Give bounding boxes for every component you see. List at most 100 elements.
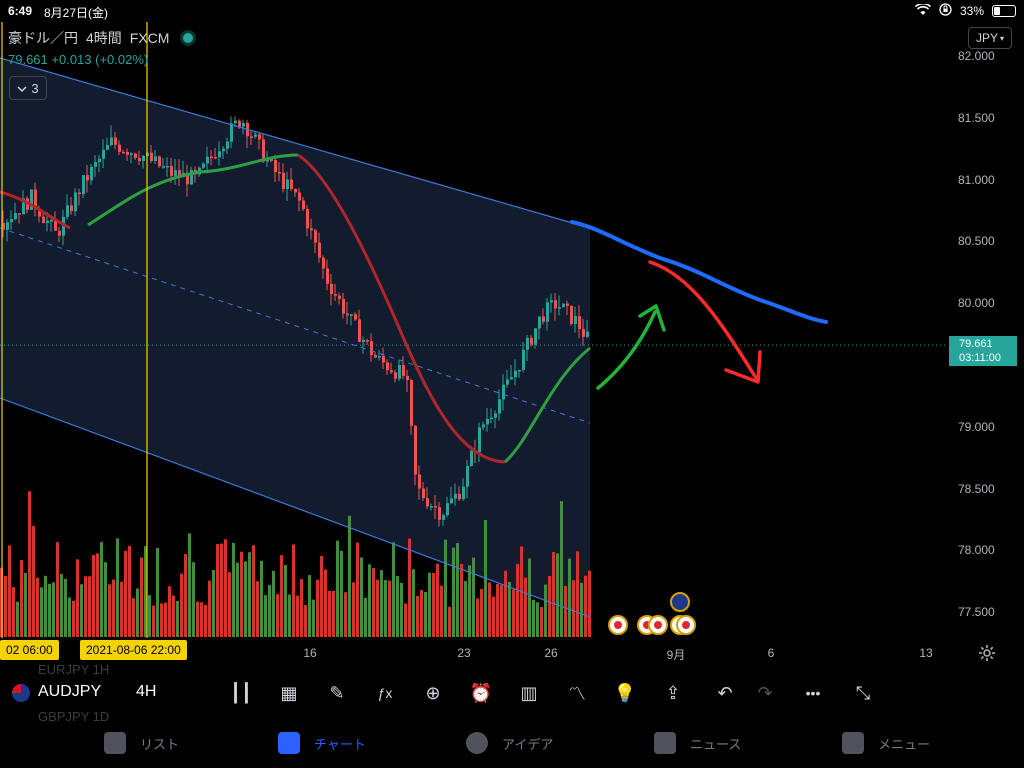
chart-toolbar: EURJPY 1H GBPJPY 1D AUDJPY 4H ┃┃ ▦ ✎ ƒx ⊕ ⏰ ▥ 〽…: [0, 662, 1024, 724]
tab-label: チャート: [314, 736, 366, 752]
volume-bar: [576, 551, 579, 637]
candle-body: [6, 222, 9, 230]
tab-news[interactable]: ニュース: [654, 732, 741, 754]
volume-bar: [160, 603, 163, 637]
more-icon[interactable]: •••: [805, 685, 821, 701]
volume-bar: [516, 563, 519, 637]
undo-icon[interactable]: ↶: [717, 682, 733, 703]
volume-bar: [288, 594, 291, 637]
volume-bar: [228, 572, 231, 637]
share-icon[interactable]: ⇪: [665, 682, 681, 703]
bottom-tab-bar: リスト チャート アイデア ニュース メニュー: [0, 718, 1024, 768]
volume-bar: [256, 581, 259, 637]
volume-bar: [392, 542, 395, 637]
volume-bar: [556, 553, 559, 637]
candle-body: [94, 162, 97, 167]
volume-bar: [420, 590, 423, 637]
candle-body: [434, 506, 437, 508]
volume-bar: [136, 588, 139, 637]
fx-indicator-icon[interactable]: ƒx: [377, 685, 393, 701]
volume-bar: [240, 551, 243, 637]
event-dot-icon: [654, 621, 662, 629]
volume-bar: [360, 557, 363, 637]
candle-body: [298, 192, 301, 201]
chart-legend: 豪ドル／円 4時間 FXCM: [8, 28, 194, 48]
candle-body: [250, 136, 253, 138]
lightbulb-icon[interactable]: 💡: [613, 682, 637, 703]
legend-quote: 79.661 +0.013 (+0.02%): [8, 52, 148, 67]
volume-bar: [176, 600, 179, 637]
market-open-icon: [183, 33, 194, 43]
brush-icon[interactable]: ✎: [329, 682, 345, 703]
candle-body: [98, 158, 101, 163]
volume-bar: [280, 555, 283, 637]
fullscreen-icon[interactable]: ⤡: [855, 682, 871, 703]
volume-bar: [124, 550, 127, 637]
wifi-icon: [914, 2, 932, 19]
alert-clock-icon[interactable]: ⏰: [469, 682, 493, 703]
trend-channel-fill: [0, 58, 590, 617]
candle-body: [378, 356, 381, 358]
candle-body: [278, 172, 281, 174]
price-tick-label: 78.000: [958, 543, 995, 558]
indicator-collapse-button[interactable]: 3: [9, 76, 47, 100]
tab-ideas[interactable]: アイデア: [466, 732, 553, 754]
candle-body: [14, 213, 17, 220]
volume-bar: [120, 581, 123, 637]
candles-icon[interactable]: ┃┃: [230, 682, 252, 703]
candle-body: [190, 169, 193, 185]
tab-chart[interactable]: チャート: [278, 732, 366, 754]
volume-bar: [352, 582, 355, 637]
calendar-replay-icon[interactable]: ▦: [280, 682, 298, 703]
price-chart[interactable]: [0, 22, 947, 638]
volume-bar: [48, 583, 51, 637]
candle-body: [142, 155, 145, 162]
tab-menu[interactable]: メニュー: [842, 732, 930, 754]
candle-body: [550, 300, 553, 303]
status-time: 6:49: [8, 4, 33, 18]
candle-body: [526, 337, 529, 350]
candle-body: [546, 302, 549, 322]
candle-body: [122, 151, 125, 154]
volume-bar: [460, 563, 463, 637]
time-axis[interactable]: 16 23 26 9月 6 13: [0, 638, 1024, 664]
settings-gear-icon[interactable]: [978, 644, 996, 667]
volume-bar: [472, 557, 475, 637]
bar-chart-icon[interactable]: ▥: [520, 682, 538, 703]
candle-body: [518, 369, 521, 372]
redo-icon[interactable]: ↷: [757, 682, 773, 703]
idea-icon: [466, 732, 488, 754]
candle-body: [450, 498, 453, 504]
volume-bar: [512, 589, 515, 637]
timeframe-button[interactable]: 4H: [136, 683, 157, 700]
symbol-button[interactable]: AUDJPY: [38, 683, 102, 700]
volume-bar: [356, 542, 359, 637]
volume-bar: [168, 586, 171, 637]
plus-circle-icon[interactable]: ⊕: [425, 682, 441, 703]
orientation-lock-icon: [939, 3, 952, 19]
volume-bar: [204, 604, 207, 637]
tab-list[interactable]: リスト: [104, 732, 179, 754]
volume-bar: [376, 579, 379, 637]
volume-bar: [108, 584, 111, 637]
compare-icon[interactable]: 〽: [568, 684, 586, 704]
candle-body: [470, 451, 473, 466]
volume-bar: [492, 596, 495, 637]
candle-body: [442, 515, 445, 520]
candle-body: [406, 375, 409, 381]
volume-bar: [400, 582, 403, 637]
candle-body: [326, 268, 329, 284]
candle-body: [566, 303, 569, 306]
volume-bar: [208, 580, 211, 637]
candle-body: [578, 316, 581, 330]
volume-bar: [244, 561, 247, 637]
candle-body: [366, 340, 369, 342]
tab-label: メニュー: [878, 736, 931, 752]
candle-body: [106, 145, 109, 150]
volume-bar: [192, 562, 195, 637]
candle-body: [42, 216, 45, 223]
candle-body: [558, 307, 561, 309]
candle-body: [22, 198, 25, 215]
currency-select-button[interactable]: JPY ▾: [968, 27, 1012, 49]
volume-bar: [76, 559, 79, 637]
